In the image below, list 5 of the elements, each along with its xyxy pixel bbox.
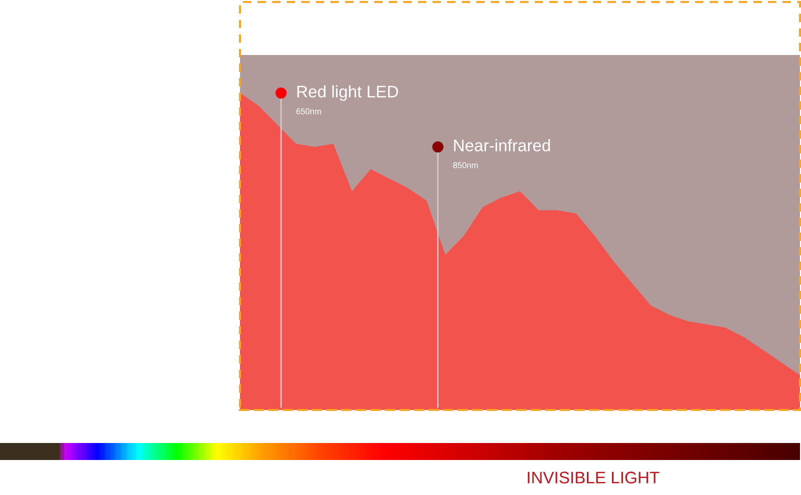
annotation: 850nm [453,162,478,168]
annotation: Near-infrared [454,139,550,152]
annotation: 650nm [296,108,321,114]
text: INVISIBLE LIGHT [528,472,660,484]
annotation: Red light LED [297,85,398,101]
